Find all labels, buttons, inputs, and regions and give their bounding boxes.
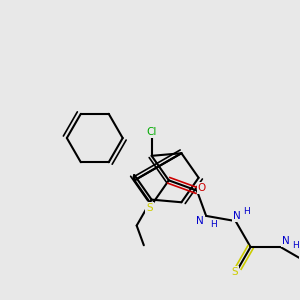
Text: S: S: [231, 267, 238, 277]
Text: H: H: [292, 241, 299, 250]
Text: N: N: [233, 211, 241, 221]
Text: S: S: [146, 203, 153, 213]
Text: N: N: [196, 216, 204, 226]
Text: H: H: [244, 207, 250, 216]
Text: N: N: [282, 236, 289, 246]
Text: Cl: Cl: [146, 127, 157, 137]
Text: H: H: [210, 220, 217, 230]
Text: O: O: [198, 183, 206, 193]
